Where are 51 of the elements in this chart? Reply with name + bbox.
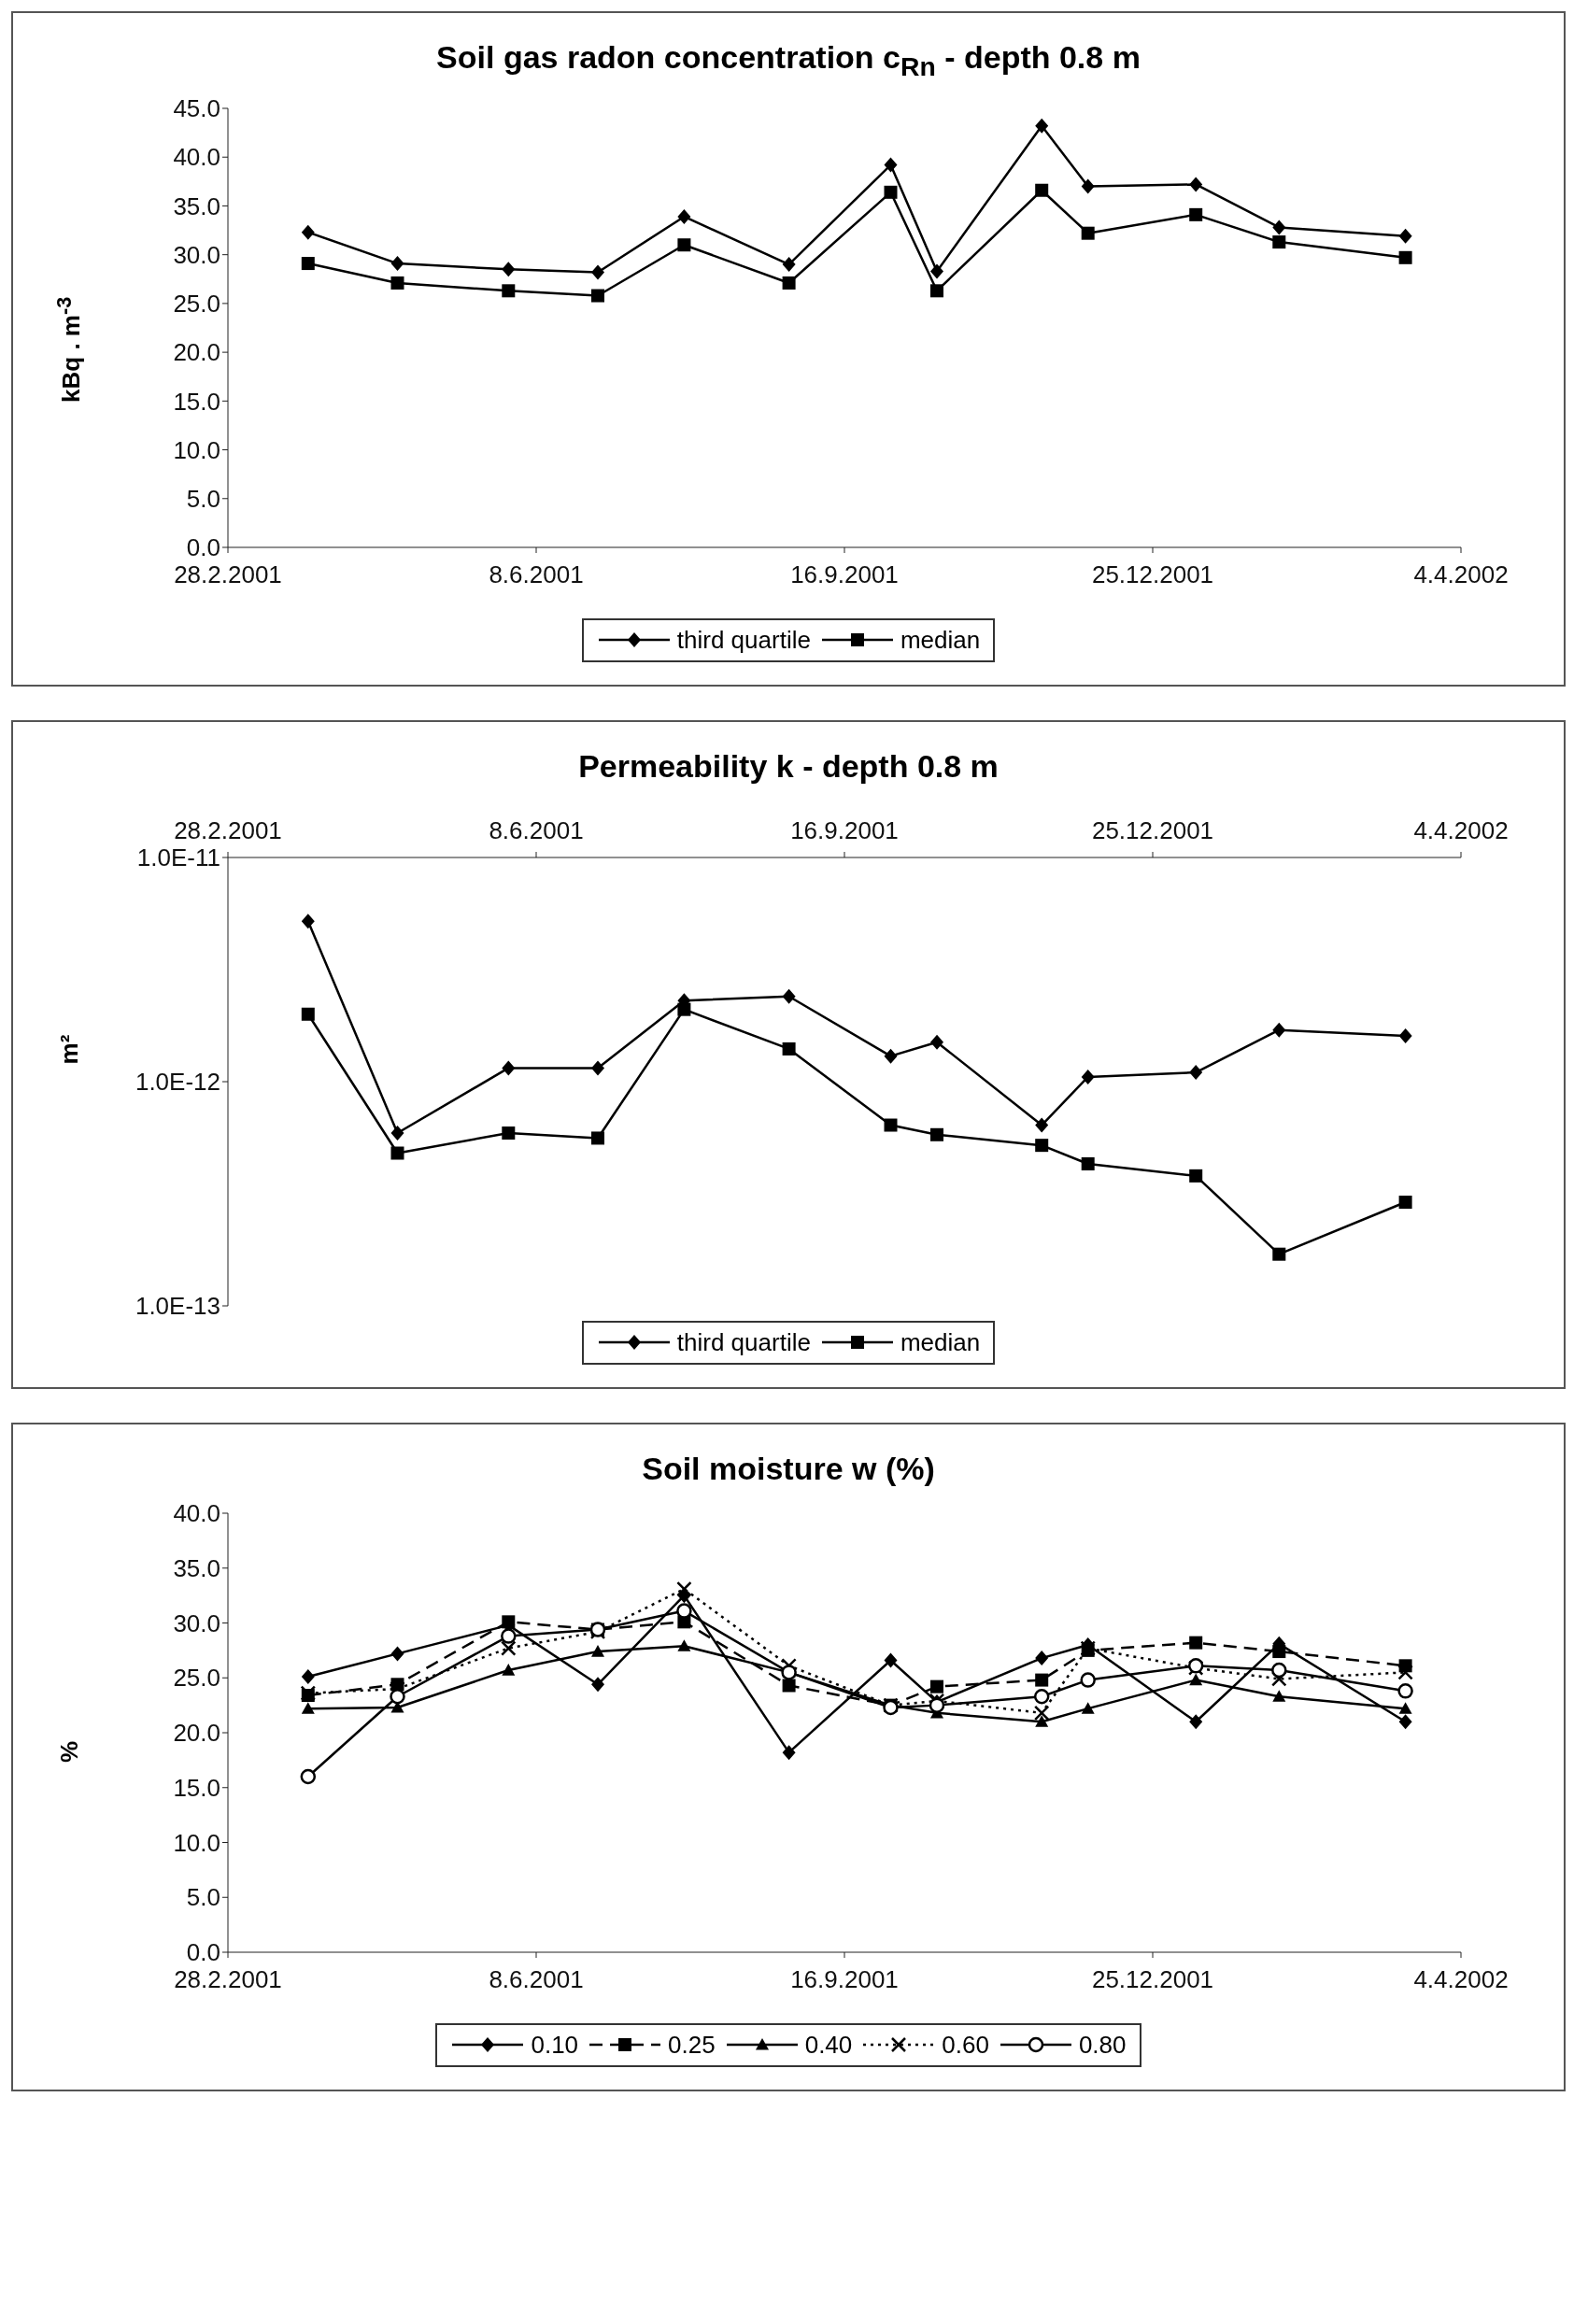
legend-label: third quartile bbox=[676, 1327, 811, 1357]
legend-label: third quartile bbox=[676, 625, 811, 655]
y-tick-label: 40.0 bbox=[173, 1499, 220, 1528]
chart-title: Soil gas radon concentration c$_{Rn}$ - depth 0.8 m bbox=[435, 39, 1141, 82]
x-tick-label: 25.12.2001 bbox=[1091, 815, 1214, 844]
legend-label: 0.60 bbox=[942, 2030, 989, 2060]
y-tick-label: 10.0 bbox=[173, 1828, 220, 1857]
y-tick-label: 5.0 bbox=[186, 1883, 220, 1912]
y-tick-label: 0.0 bbox=[186, 1938, 220, 1967]
y-tick-label: 15.0 bbox=[173, 387, 220, 416]
x-tick-label: 8.6.2001 bbox=[489, 560, 584, 589]
y-tick-label: 35.0 bbox=[173, 191, 220, 220]
legend-label: 0.25 bbox=[668, 2030, 716, 2060]
x-tick-label: 4.4.2002 bbox=[1413, 815, 1509, 844]
x-tick-label: 4.4.2002 bbox=[1413, 1965, 1509, 1994]
y-tick-label: 20.0 bbox=[173, 338, 220, 367]
legend-label: 0.10 bbox=[531, 2030, 579, 2060]
y-tick-label: 25.0 bbox=[173, 1664, 220, 1693]
x-tick-label: 16.9.2001 bbox=[790, 1965, 899, 1994]
y-axis-title: m² bbox=[54, 1033, 84, 1067]
chart-title: Soil moisture w (%) bbox=[641, 1450, 936, 1487]
y-tick-label: 45.0 bbox=[173, 94, 220, 123]
y-tick-label: 1.0E-12 bbox=[135, 1068, 220, 1097]
x-tick-label: 25.12.2001 bbox=[1091, 560, 1214, 589]
x-tick-label: 8.6.2001 bbox=[489, 1965, 584, 1994]
x-tick-label: 4.4.2002 bbox=[1413, 560, 1509, 589]
y-tick-label: 35.0 bbox=[173, 1553, 220, 1582]
y-tick-label: 1.0E-11 bbox=[136, 843, 220, 872]
x-tick-label: 16.9.2001 bbox=[790, 560, 899, 589]
x-tick-label: 28.2.2001 bbox=[174, 1965, 282, 1994]
y-tick-label: 15.0 bbox=[173, 1773, 220, 1802]
legend-label: median bbox=[900, 625, 981, 655]
y-tick-label: 1.0E-13 bbox=[135, 1292, 220, 1321]
y-axis-title: % bbox=[54, 1739, 84, 1764]
legend-label: 0.80 bbox=[1078, 2030, 1127, 2060]
y-tick-label: 25.0 bbox=[173, 289, 220, 318]
y-tick-label: 30.0 bbox=[173, 240, 220, 269]
x-tick-label: 25.12.2001 bbox=[1091, 1965, 1214, 1994]
x-tick-label: 28.2.2001 bbox=[174, 815, 282, 844]
x-tick-label: 28.2.2001 bbox=[174, 560, 282, 589]
y-tick-label: 40.0 bbox=[173, 143, 220, 172]
y-tick-label: 0.0 bbox=[186, 533, 220, 562]
y-tick-label: 30.0 bbox=[173, 1608, 220, 1637]
y-tick-label: 10.0 bbox=[173, 435, 220, 464]
x-tick-label: 8.6.2001 bbox=[489, 815, 584, 844]
legend-label: median bbox=[900, 1327, 981, 1357]
y-tick-label: 20.0 bbox=[173, 1719, 220, 1748]
x-tick-label: 16.9.2001 bbox=[790, 815, 899, 844]
chart-title: Permeability k - depth 0.8 m bbox=[577, 747, 1000, 785]
y-tick-label: 5.0 bbox=[186, 484, 220, 513]
legend-label: 0.40 bbox=[804, 2030, 853, 2060]
